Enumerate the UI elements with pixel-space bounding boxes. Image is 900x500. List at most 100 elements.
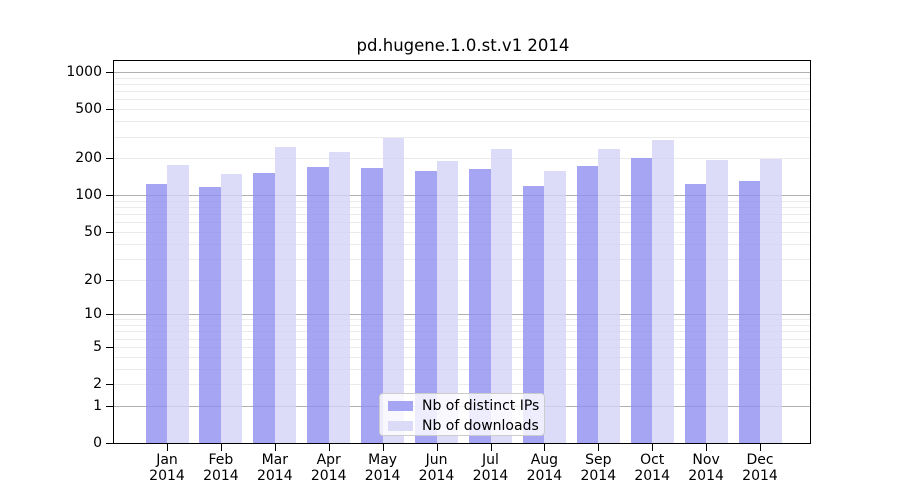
bar-distinct-ips-may — [361, 167, 383, 443]
y-tick-label: 5 — [93, 338, 102, 355]
legend-swatch-downloads — [388, 421, 413, 431]
x-tick — [760, 444, 761, 451]
y-tick — [106, 109, 113, 111]
minor-gridline — [114, 109, 810, 111]
plot-area: Nb of distinct IPs Nb of downloads — [113, 60, 811, 444]
y-tick — [106, 443, 113, 444]
x-tick — [652, 444, 654, 451]
x-tick — [167, 444, 168, 451]
major-gridline — [114, 314, 810, 316]
x-tick-label: Oct 2014 — [634, 452, 670, 484]
x-tick-label: Nov 2014 — [688, 452, 724, 484]
legend-label-distinct-ips: Nb of distinct IPs — [422, 398, 540, 414]
minor-gridline — [114, 84, 810, 85]
minor-gridline — [114, 91, 810, 93]
major-gridline — [114, 72, 810, 73]
y-tick-label: 100 — [75, 187, 102, 204]
minor-gridline — [114, 346, 810, 348]
y-tick — [106, 72, 113, 73]
minor-gridline — [114, 368, 810, 370]
minor-gridline — [114, 99, 810, 101]
x-tick — [436, 444, 438, 451]
x-tick-label: May 2014 — [364, 452, 401, 484]
bar-distinct-ips-aug — [522, 185, 545, 443]
legend-swatch-distinct-ips — [388, 401, 413, 411]
minor-gridline — [114, 384, 810, 385]
x-tick-label: Jan 2014 — [149, 452, 185, 484]
x-tick — [328, 444, 330, 451]
legend: Nb of distinct IPs Nb of downloads — [379, 393, 545, 436]
x-tick-label: Aug 2014 — [526, 452, 563, 484]
bar-distinct-ips-jun — [415, 170, 437, 443]
x-tick-label: Sep 2014 — [580, 452, 617, 484]
minor-gridline — [114, 243, 810, 245]
bar-distinct-ips-jul — [469, 169, 491, 443]
bar-distinct-ips-sep — [576, 166, 599, 443]
y-tick-label: 0 — [93, 435, 102, 451]
x-tick-label: Jul 2014 — [472, 452, 509, 484]
minor-gridline — [114, 319, 810, 321]
bar-distinct-ips-apr — [307, 167, 329, 443]
bar-downloads-jan — [167, 165, 189, 443]
y-tick-label: 50 — [84, 223, 102, 240]
bar-distinct-ips-feb — [199, 186, 221, 443]
minor-gridline — [114, 207, 810, 208]
minor-gridline — [114, 356, 810, 358]
y-tick-label: 2 — [93, 376, 102, 392]
y-tick — [106, 279, 113, 281]
bar-downloads-dec — [760, 158, 782, 443]
major-gridline — [114, 195, 810, 197]
bar-downloads-mar — [274, 146, 297, 443]
y-tick — [106, 231, 113, 233]
bar-downloads-oct — [652, 139, 674, 443]
minor-gridline — [114, 331, 810, 333]
bar-downloads-apr — [328, 152, 351, 443]
legend-item-downloads: Nb of downloads — [388, 416, 544, 436]
x-tick-label: Mar 2014 — [256, 452, 293, 484]
y-tick-label: 10 — [84, 306, 102, 323]
minor-gridline — [114, 279, 810, 281]
x-tick — [382, 444, 384, 451]
minor-gridline — [114, 258, 810, 260]
y-tick-label: 20 — [84, 271, 102, 288]
legend-label-downloads: Nb of downloads — [422, 418, 539, 434]
bar-distinct-ips-oct — [630, 158, 653, 443]
y-tick — [106, 158, 113, 160]
x-tick — [274, 444, 276, 451]
x-tick-label: Dec 2014 — [742, 452, 778, 484]
bar-downloads-sep — [598, 148, 620, 443]
bar-downloads-may — [382, 138, 405, 443]
chart-title: pd.hugene.1.0.st.v1 2014 — [356, 36, 570, 55]
y-tick — [106, 314, 113, 316]
minor-gridline — [114, 231, 810, 233]
bar-downloads-jul — [490, 149, 512, 443]
x-tick-label: Jun 2014 — [418, 452, 455, 484]
y-tick-label: 500 — [75, 101, 102, 118]
bar-downloads-aug — [544, 171, 566, 443]
bar-distinct-ips-mar — [253, 172, 275, 443]
y-tick — [106, 405, 113, 407]
x-tick-label: Feb 2014 — [203, 452, 239, 484]
bar-downloads-nov — [706, 160, 728, 443]
x-tick — [490, 444, 492, 451]
minor-gridline — [114, 121, 810, 123]
minor-gridline — [114, 136, 810, 138]
x-tick — [544, 444, 546, 451]
minor-gridline — [114, 77, 810, 79]
y-tick-label: 200 — [75, 150, 102, 167]
bar-downloads-feb — [220, 173, 243, 443]
y-tick — [106, 195, 113, 197]
bar-distinct-ips-nov — [684, 184, 707, 443]
x-tick — [598, 444, 600, 451]
x-tick-label: Apr 2014 — [310, 452, 347, 484]
bar-distinct-ips-dec — [738, 180, 760, 443]
bar-downloads-jun — [436, 161, 458, 443]
y-tick — [106, 346, 113, 348]
x-tick — [220, 444, 222, 451]
y-tick-label: 1000 — [66, 64, 102, 80]
minor-gridline — [114, 214, 810, 216]
y-tick — [106, 384, 113, 385]
minor-gridline — [114, 325, 810, 326]
legend-item-distinct-ips: Nb of distinct IPs — [388, 396, 544, 416]
